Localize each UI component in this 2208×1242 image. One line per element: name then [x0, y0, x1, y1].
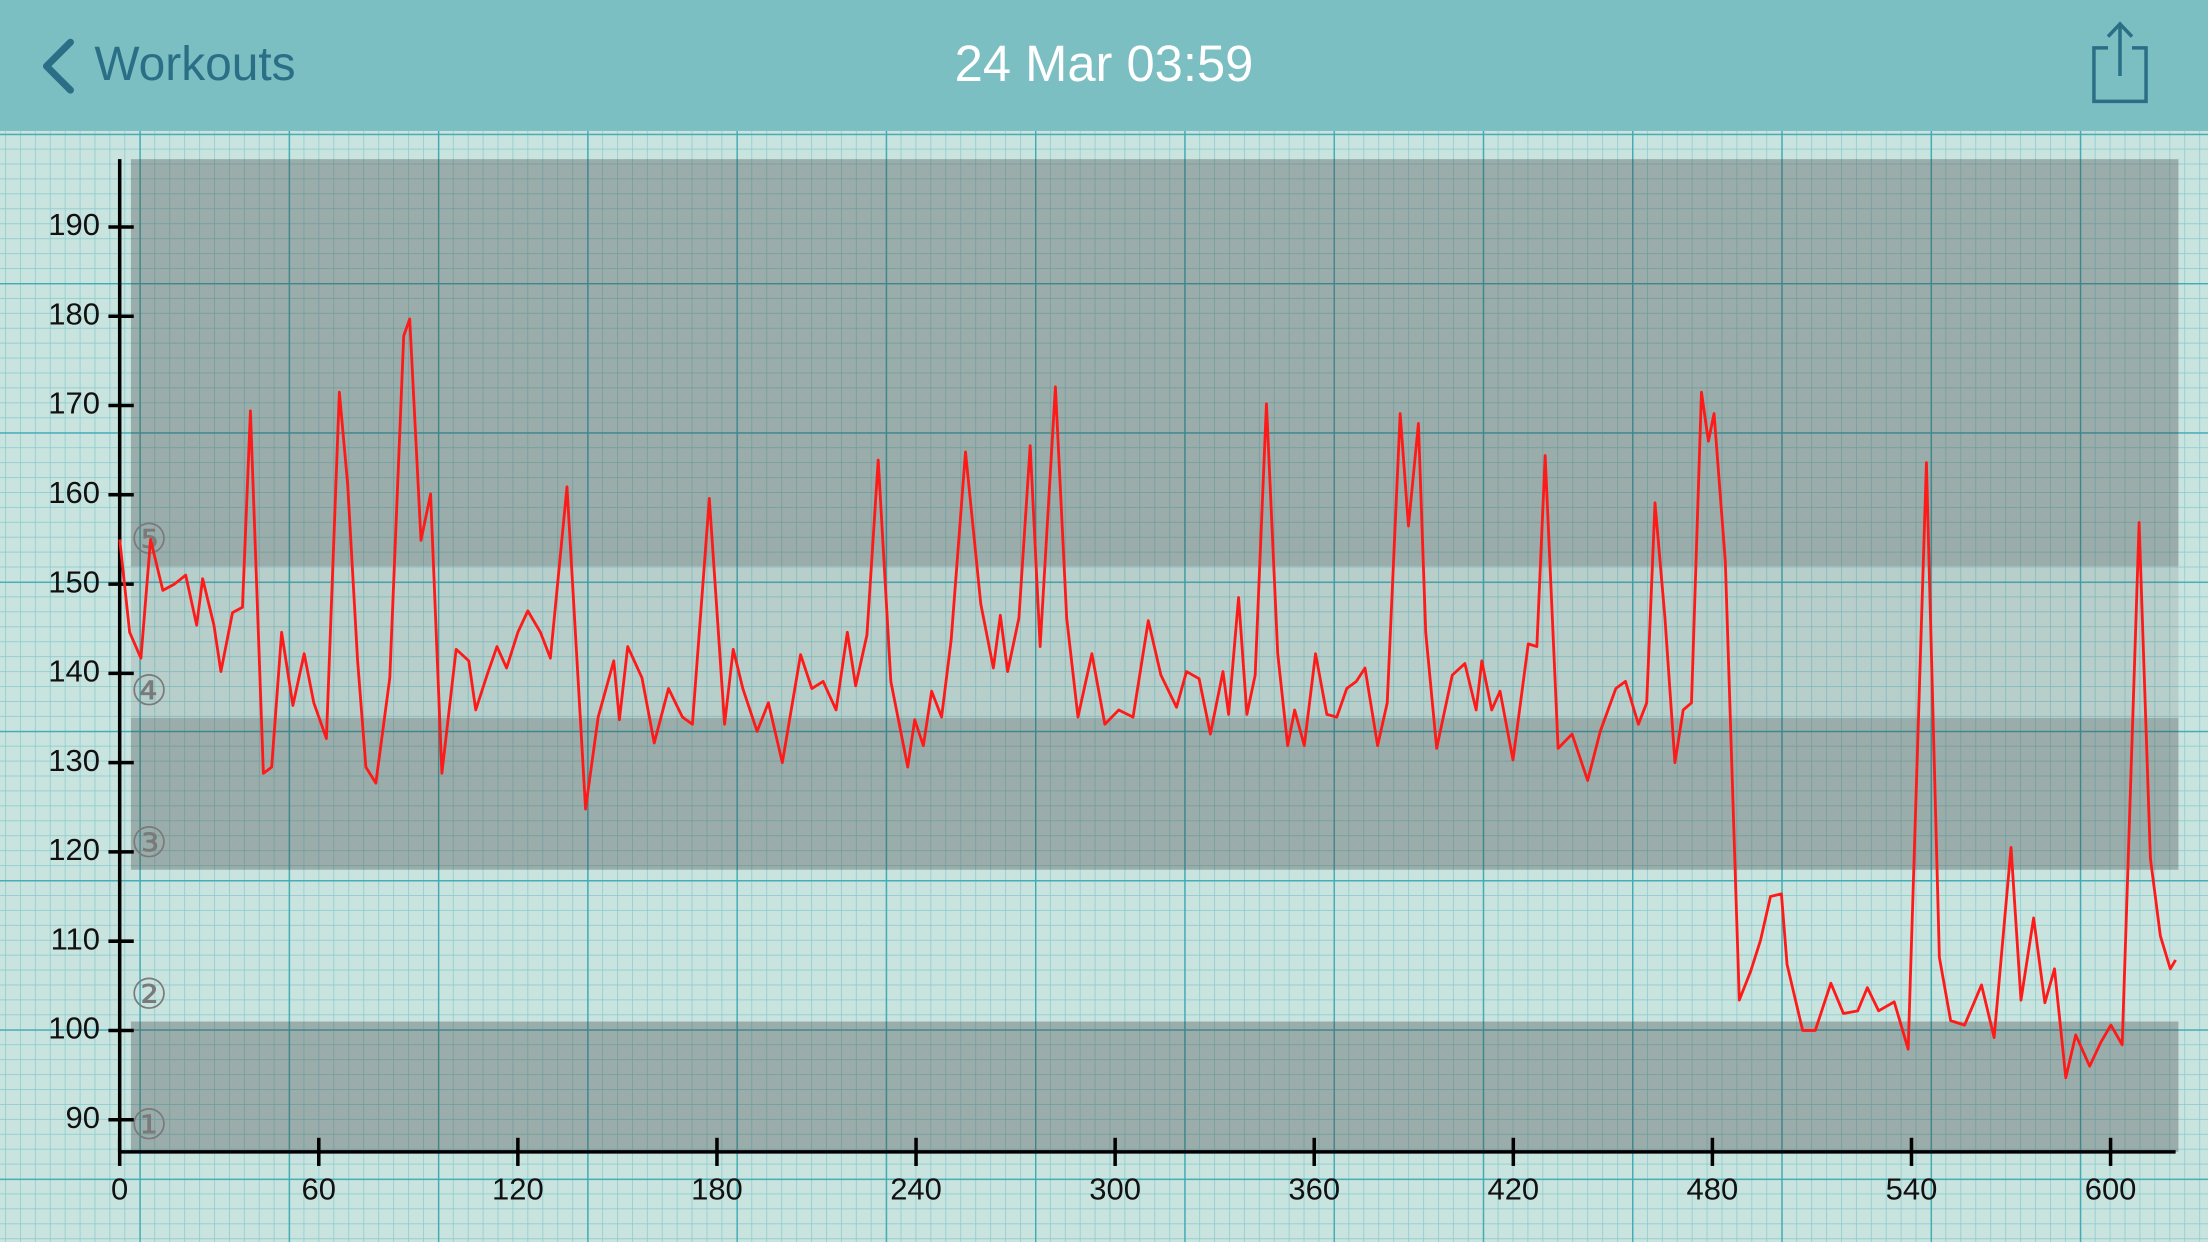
x-tick-label: 120: [492, 1171, 544, 1206]
zone-label: ②: [130, 971, 168, 1018]
share-box[interactable]: [2092, 46, 2148, 104]
nav-title: 24 Mar 03:59: [955, 35, 1254, 92]
x-tick-label: 540: [1886, 1171, 1938, 1206]
zone-band: [130, 717, 2179, 870]
nav-bar: [0, 0, 2208, 131]
x-tick-label: 240: [890, 1171, 942, 1206]
x-tick-label: 480: [1687, 1171, 1739, 1206]
x-tick-label: 360: [1288, 1171, 1340, 1206]
y-tick-label: 120: [48, 832, 100, 867]
share-button[interactable]: [2092, 21, 2148, 104]
x-tick-label: 180: [691, 1171, 743, 1206]
y-tick-label: 90: [66, 1100, 100, 1135]
y-tick-label: 160: [48, 475, 100, 510]
y-tick-label: 150: [48, 564, 100, 599]
heart-rate-line: [118, 317, 2177, 1080]
y-tick-label: 140: [48, 654, 100, 689]
y-tick-label: 110: [51, 921, 100, 956]
x-tick-label: 420: [1487, 1171, 1539, 1206]
x-tick-label: 0: [111, 1171, 128, 1206]
x-tick-label: 600: [2085, 1171, 2137, 1206]
x-tick-label: 300: [1089, 1171, 1141, 1206]
y-tick-label: 100: [48, 1011, 100, 1046]
zone-label: ③: [130, 819, 168, 866]
paper-major-grid: [0, 130, 2208, 1242]
y-tick-label: 190: [48, 207, 100, 242]
y-tick-label: 180: [48, 296, 100, 331]
zone-band: [130, 1021, 2179, 1152]
share-arrow[interactable]: [2106, 21, 2134, 77]
zone-label: ①: [130, 1101, 168, 1148]
back-chevron[interactable]: [42, 38, 74, 94]
zone-label: ④: [130, 667, 168, 714]
zone-band: [130, 159, 2179, 567]
back-label[interactable]: Workouts: [94, 38, 295, 91]
back-button[interactable]: Workouts: [42, 38, 296, 94]
y-tick-label: 170: [48, 386, 100, 421]
y-tick-label: 130: [48, 743, 100, 778]
x-tick-label: 60: [302, 1171, 336, 1206]
